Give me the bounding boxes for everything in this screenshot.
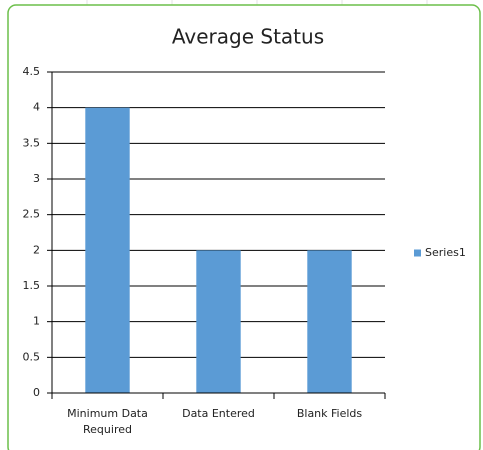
- x-tick-label: Minimum Data Required: [67, 407, 148, 436]
- bar: [307, 250, 352, 393]
- y-tick-label: 4: [33, 101, 40, 114]
- x-tick-label: Blank Fields: [296, 407, 363, 420]
- y-tick-label: 0.5: [23, 350, 41, 363]
- y-tick-label: 1: [33, 315, 40, 328]
- chart-title: Average Status: [172, 25, 324, 49]
- y-tick-label: 3.5: [23, 136, 41, 149]
- bar: [85, 107, 130, 394]
- y-tick-label: 4.5: [23, 65, 41, 78]
- y-tick-label: 0: [33, 386, 40, 399]
- sheet-grid: [86, 0, 428, 5]
- x-tick-label: Data Entered: [182, 407, 255, 420]
- legend-label: Series1: [425, 246, 466, 259]
- y-tick-label: 2.5: [23, 208, 41, 221]
- bar: [196, 250, 241, 393]
- y-tick-label: 3: [33, 172, 40, 185]
- y-tick-label: 1.5: [23, 279, 41, 292]
- legend-swatch: [414, 249, 421, 257]
- y-tick-label: 2: [33, 243, 40, 256]
